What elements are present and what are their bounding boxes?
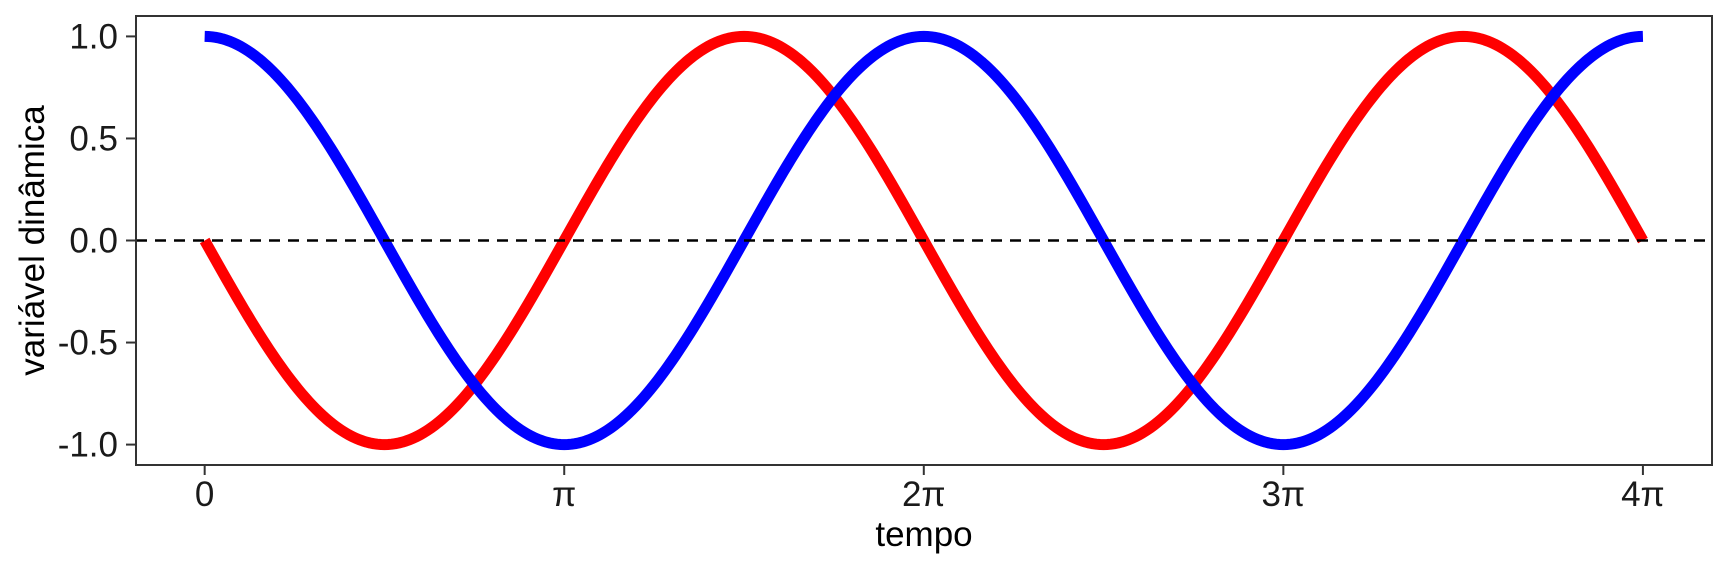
x-axis: 0 π 2π 3π 4π [195, 465, 1665, 514]
x-tick-label: π [552, 475, 576, 514]
y-tick-label: 0.5 [69, 119, 118, 158]
x-tick-label: 3π [1262, 475, 1306, 514]
series-line-2 [202, 30, 1645, 451]
y-tick-label: -0.5 [58, 324, 118, 363]
y-tick-label: 1.0 [69, 17, 118, 56]
x-axis-title: tempo [875, 515, 972, 554]
x-tick-label: 2π [902, 475, 946, 514]
x-tick-label: 0 [195, 475, 214, 514]
x-tick-label: 4π [1621, 475, 1665, 514]
y-tick-label: -1.0 [58, 426, 118, 465]
y-axis: -1.0 -0.5 0.0 0.5 1.0 [58, 17, 136, 465]
y-tick-label: 0.0 [69, 222, 118, 261]
y-axis-title: variável dinâmica [13, 105, 52, 376]
